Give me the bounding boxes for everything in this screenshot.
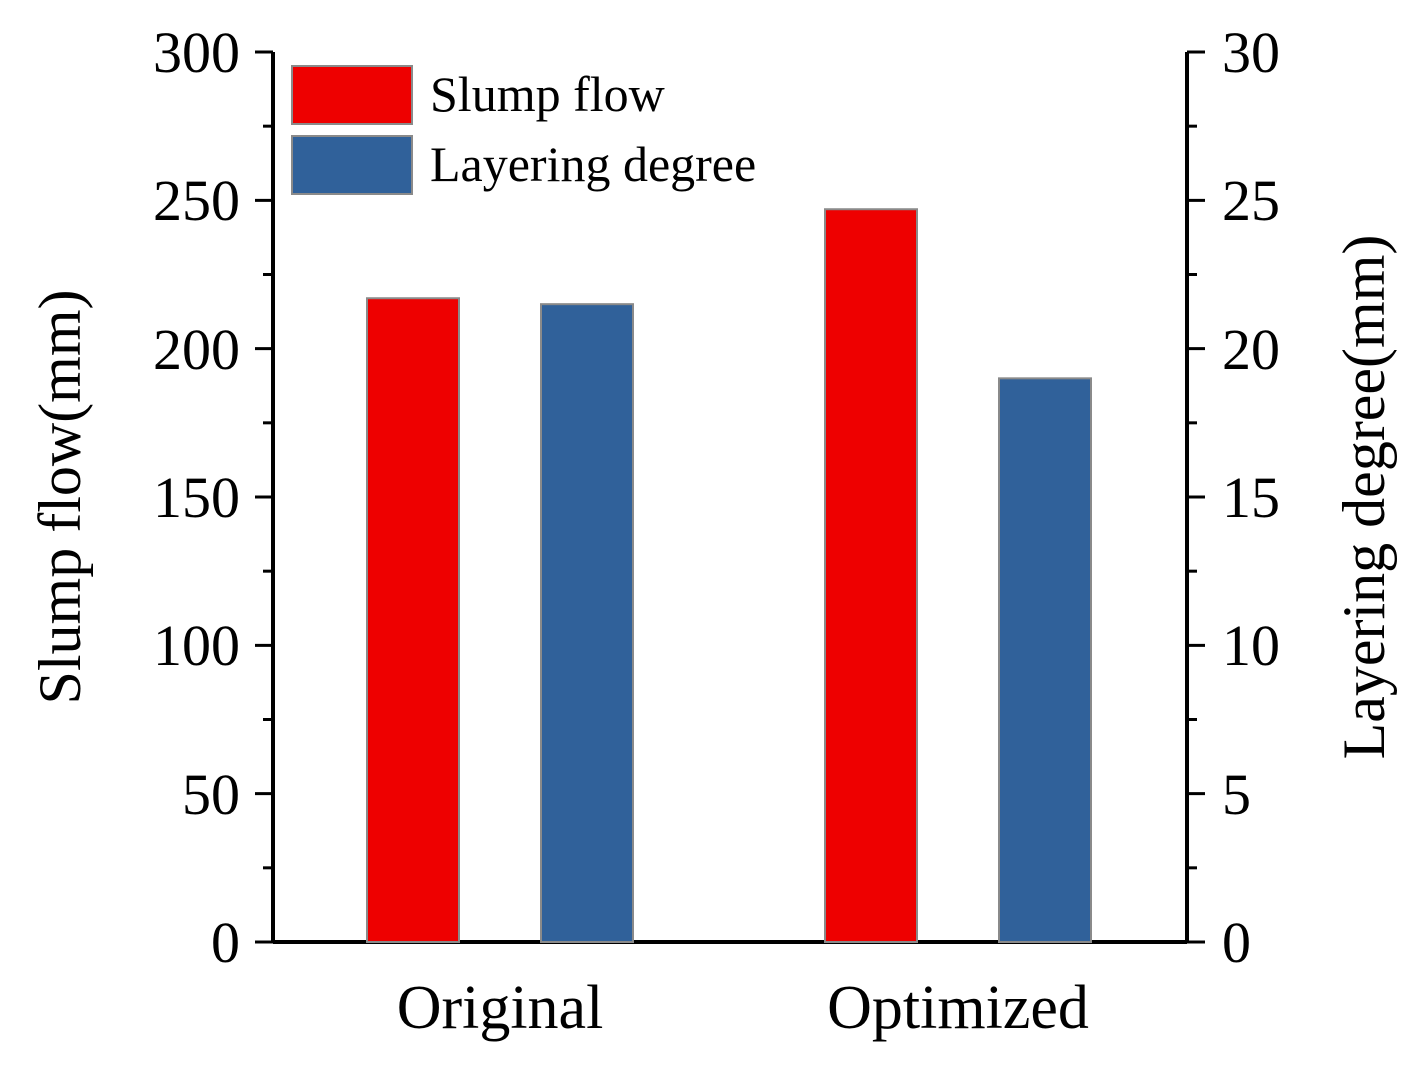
left-tick-label: 50: [182, 762, 240, 827]
y2-axis-title: Layering degree(mm): [1331, 235, 1397, 760]
right-tick-label: 15: [1222, 465, 1280, 530]
left-tick-label: 250: [153, 168, 240, 233]
legend-label-layering-degree: Layering degree: [430, 136, 756, 192]
legend-swatch-layering-degree: [291, 135, 413, 195]
bar-slump-flow-original: [366, 297, 460, 943]
y-axis-title: Slump flow(mm): [27, 290, 93, 705]
bars-group: [366, 208, 1092, 944]
right-tick-label: 20: [1222, 317, 1280, 382]
left-tick-label: 100: [153, 613, 240, 678]
left-tick-label: 300: [153, 20, 240, 85]
left-tick-labels: 0 50 100 150 200 250 300: [153, 20, 240, 975]
left-tick-label: 200: [153, 317, 240, 382]
bar-layering-degree-original: [540, 303, 634, 943]
right-tick-label: 0: [1222, 910, 1251, 975]
bar-layering-degree-optimized: [998, 377, 1092, 944]
right-tick-label: 10: [1222, 613, 1280, 678]
right-tick-labels: 0 5 10 15 20 25 30: [1222, 20, 1280, 975]
legend-label-slump-flow: Slump flow: [430, 66, 665, 122]
right-tick-label: 30: [1222, 20, 1280, 85]
right-tick-label: 5: [1222, 762, 1251, 827]
legend: Slump flow Layering degree: [291, 65, 756, 195]
axis-ticks: [255, 50, 1205, 944]
left-tick-label: 0: [211, 910, 240, 975]
legend-swatch-slump-flow: [291, 65, 413, 125]
bar-slump-flow-optimized: [824, 208, 918, 943]
left-tick-label: 150: [153, 465, 240, 530]
category-label-original: Original: [397, 974, 604, 1042]
category-label-optimized: Optimized: [827, 974, 1089, 1042]
right-tick-label: 25: [1222, 168, 1280, 233]
